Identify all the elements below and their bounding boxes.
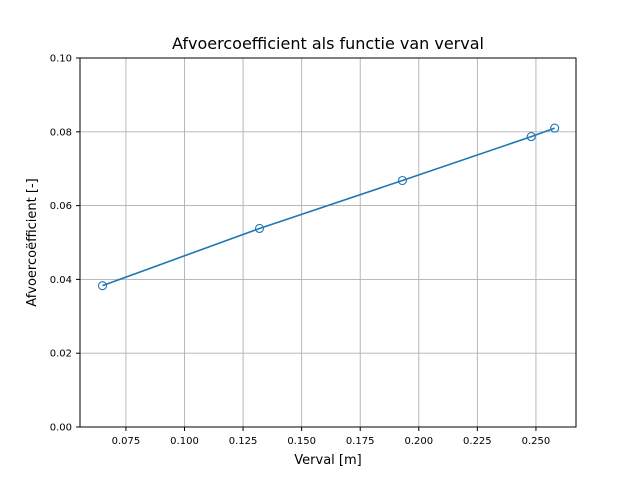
x-tick-label: 0.150 bbox=[287, 436, 316, 447]
y-axis-ticks: 0.00 0.02 0.04 0.06 0.08 0.10 bbox=[50, 54, 80, 434]
series-markers bbox=[97, 123, 560, 291]
x-tick-label: 0.125 bbox=[229, 436, 258, 447]
data-point bbox=[397, 175, 407, 186]
grid-lines bbox=[80, 57, 576, 428]
x-tick-label: 0.200 bbox=[404, 436, 433, 447]
y-axis-label: Afvoercoëfficient [-] bbox=[25, 178, 40, 306]
series-line bbox=[102, 127, 555, 287]
data-point bbox=[550, 123, 560, 133]
x-tick-label: 0.250 bbox=[522, 436, 551, 447]
y-tick-label: 0.08 bbox=[50, 127, 72, 138]
series-lines bbox=[102, 127, 555, 287]
data-point bbox=[526, 132, 536, 142]
y-tick-label: 0.10 bbox=[50, 54, 72, 65]
y-tick-label: 0.02 bbox=[50, 349, 72, 360]
plot-frame bbox=[79, 57, 577, 428]
data-point bbox=[97, 281, 108, 291]
y-tick-label: 0.00 bbox=[50, 423, 72, 434]
x-tick-label: 0.100 bbox=[170, 436, 199, 447]
data-point bbox=[254, 223, 265, 234]
y-tick-label: 0.04 bbox=[50, 275, 72, 286]
y-tick-label: 0.06 bbox=[50, 201, 72, 212]
x-tick-label: 0.175 bbox=[346, 436, 375, 447]
x-axis-ticks: 0.075 0.100 0.125 0.150 0.175 0.200 0.225 0.250 bbox=[112, 427, 551, 447]
chart-title: Afvoercoefficient als functie van verval bbox=[172, 34, 484, 53]
x-tick-label: 0.225 bbox=[463, 436, 492, 447]
x-tick-label: 0.075 bbox=[112, 436, 141, 447]
x-axis-label: Verval [m] bbox=[294, 453, 361, 468]
